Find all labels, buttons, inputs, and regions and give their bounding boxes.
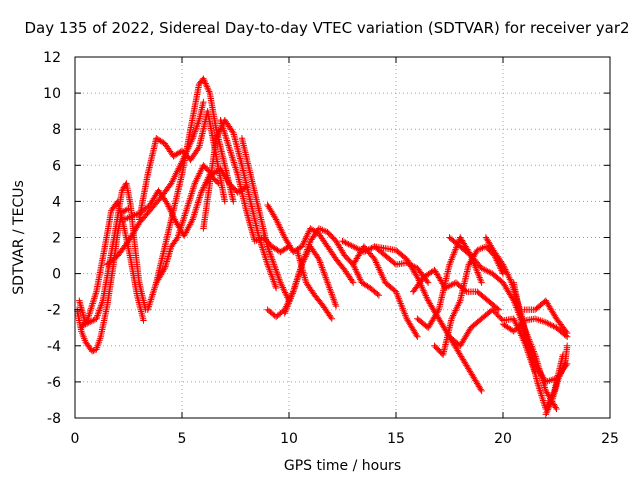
x-tick-label: 5 [178,431,187,447]
series-track-11 [238,135,293,304]
point-markers [264,201,357,286]
series-track-8 [153,162,250,286]
point-markers [409,266,502,313]
y-tick-label: 12 [43,50,61,66]
x-tick-label: 0 [71,431,80,447]
series-track-10 [217,116,293,256]
point-markers [217,116,293,256]
series-track-17 [350,243,421,340]
series-track-2 [76,180,149,328]
data-points [73,75,571,418]
y-tick-label: 10 [43,86,61,102]
point-markers [153,162,250,286]
series-track-28 [542,342,571,418]
axis-ticks: 0 5 10 15 20 25 -8 -6 -4 -2 0 2 4 6 8 10 12 [43,50,619,447]
series-track-3 [78,198,147,331]
point-markers [200,116,280,292]
series-track-13 [264,201,357,286]
y-tick-label: 8 [52,122,61,138]
y-tick-label: -6 [47,375,61,391]
y-tick-label: -8 [47,411,61,427]
point-markers [78,198,147,331]
y-tick-label: 0 [52,267,61,283]
point-markers [76,180,149,328]
point-markers [499,315,571,340]
point-markers [521,297,571,337]
y-tick-label: 2 [52,231,61,247]
x-tick-label: 20 [494,431,512,447]
chart-title: Day 135 of 2022, Sidereal Day-to-day VTE… [24,19,629,37]
series-track-9 [200,116,280,292]
grid-lines [75,57,610,418]
y-tick-label: 4 [52,194,61,210]
point-markers [431,243,507,359]
point-markers [350,243,421,340]
point-markers [238,135,293,304]
x-axis-label: GPS time / hours [284,458,401,474]
x-tick-label: 10 [280,431,298,447]
y-tick-label: -4 [47,339,61,355]
series-track-27 [521,297,571,337]
series-track-7 [144,75,237,313]
y-tick-label: 6 [52,158,61,174]
point-markers [144,75,237,313]
y-axis-label: SDTVAR / TECUs [11,180,27,295]
x-tick-label: 15 [387,431,405,447]
series-track-19 [409,266,502,313]
point-markers [294,248,335,322]
series-track-21 [431,243,507,359]
series-track-25 [499,315,571,340]
y-tick-label: -2 [47,303,61,319]
series-track-15 [294,248,335,322]
point-markers [542,342,571,418]
x-tick-label: 25 [601,431,619,447]
